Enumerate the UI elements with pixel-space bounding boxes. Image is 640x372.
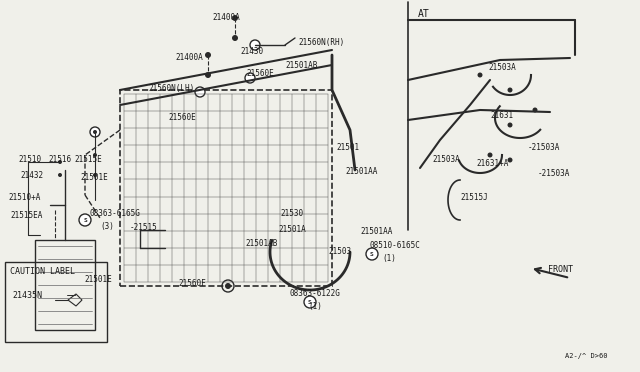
Circle shape <box>225 283 231 289</box>
Text: 21530: 21530 <box>280 209 303 218</box>
Text: 21400A: 21400A <box>212 13 240 22</box>
Circle shape <box>93 173 97 177</box>
Circle shape <box>205 52 211 58</box>
Text: S: S <box>83 218 87 222</box>
Circle shape <box>195 87 205 97</box>
Circle shape <box>508 87 513 93</box>
Circle shape <box>477 73 483 77</box>
Text: 21503: 21503 <box>328 247 351 257</box>
Circle shape <box>232 15 238 21</box>
Text: -21503A: -21503A <box>528 144 561 153</box>
Text: 21430: 21430 <box>240 48 263 57</box>
Text: 21503A: 21503A <box>488 64 516 73</box>
Text: 21501AA: 21501AA <box>360 228 392 237</box>
Text: 21510+A: 21510+A <box>8 193 40 202</box>
Circle shape <box>58 160 62 164</box>
Text: 21501AB: 21501AB <box>245 240 277 248</box>
Text: 08363-6122G: 08363-6122G <box>290 289 341 298</box>
Text: CAUTION LABEL: CAUTION LABEL <box>10 267 75 276</box>
Text: 21501AB: 21501AB <box>285 61 317 71</box>
Circle shape <box>93 130 97 134</box>
Text: 21631: 21631 <box>490 112 513 121</box>
Circle shape <box>90 127 100 137</box>
Text: 21560E: 21560E <box>168 113 196 122</box>
Text: 21501A: 21501A <box>278 225 306 234</box>
Text: (1): (1) <box>382 253 396 263</box>
Text: 21560F: 21560F <box>178 279 205 289</box>
Text: 21560N(RH): 21560N(RH) <box>298 38 344 46</box>
Text: A2-/^ D>60: A2-/^ D>60 <box>565 353 607 359</box>
Text: AT: AT <box>418 9 429 19</box>
Text: 21631+A: 21631+A <box>476 160 508 169</box>
Text: 21510: 21510 <box>18 155 41 164</box>
Circle shape <box>245 73 255 83</box>
Text: 21503A: 21503A <box>432 155 460 164</box>
Text: 08363-6165G: 08363-6165G <box>90 209 141 218</box>
Circle shape <box>304 296 316 308</box>
Circle shape <box>58 173 62 177</box>
Text: 21516: 21516 <box>48 155 71 164</box>
Bar <box>120 90 332 286</box>
Bar <box>35 240 95 330</box>
Text: FRONT: FRONT <box>548 266 573 275</box>
Text: 21400A: 21400A <box>175 54 203 62</box>
Text: 21560E: 21560E <box>246 70 274 78</box>
Circle shape <box>508 122 513 128</box>
Text: 21501E: 21501E <box>84 276 112 285</box>
Circle shape <box>232 35 238 41</box>
Circle shape <box>366 248 378 260</box>
Bar <box>5 262 107 342</box>
Text: 21515J: 21515J <box>460 193 488 202</box>
Circle shape <box>508 157 513 163</box>
Text: 21501: 21501 <box>336 144 359 153</box>
Circle shape <box>93 153 97 157</box>
Circle shape <box>488 153 493 157</box>
Circle shape <box>532 108 538 112</box>
Text: 21515EA: 21515EA <box>10 212 42 221</box>
Text: -21515: -21515 <box>130 224 157 232</box>
Text: 21501E: 21501E <box>80 173 108 183</box>
Circle shape <box>79 214 91 226</box>
Text: 21501AA: 21501AA <box>345 167 378 176</box>
Text: -21503A: -21503A <box>538 170 570 179</box>
Text: 21432: 21432 <box>20 171 43 180</box>
Text: 21515E: 21515E <box>74 155 102 164</box>
Circle shape <box>250 40 260 50</box>
Text: S: S <box>308 299 312 305</box>
Text: 21560N(LH): 21560N(LH) <box>148 83 195 93</box>
Circle shape <box>205 72 211 78</box>
Text: 21435N: 21435N <box>12 291 42 299</box>
Text: (3): (3) <box>100 221 114 231</box>
Text: S: S <box>370 251 374 257</box>
Text: (1): (1) <box>308 301 322 311</box>
Text: 08510-6165C: 08510-6165C <box>370 241 421 250</box>
